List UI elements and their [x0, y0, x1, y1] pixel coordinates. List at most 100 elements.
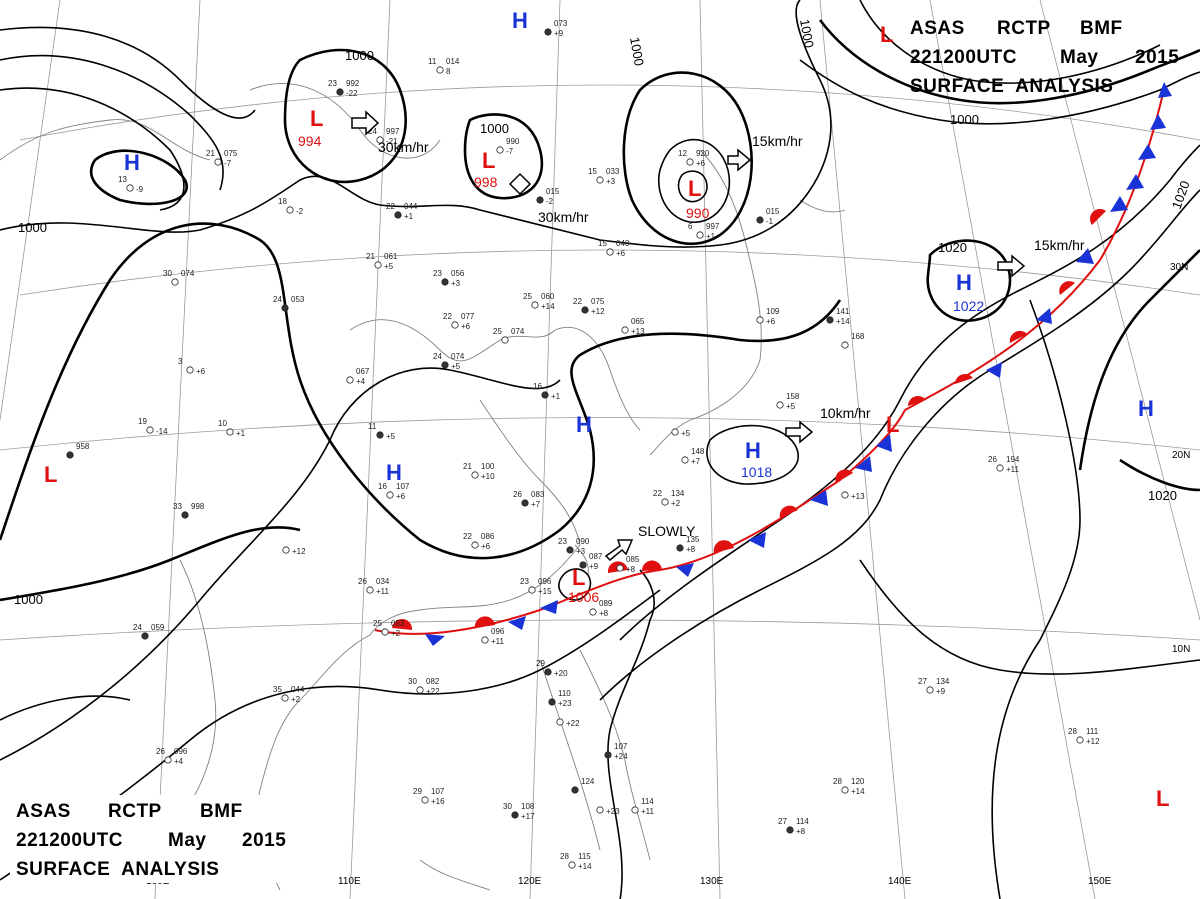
station-pressure: 060	[541, 292, 555, 301]
isobar	[619, 144, 1200, 641]
station-pressure: 111	[1086, 727, 1099, 736]
isobar	[799, 59, 1200, 125]
low-center-symbol: L	[886, 412, 899, 437]
header-bottom-bg	[10, 795, 300, 883]
station-plot: 29 +20	[536, 659, 568, 678]
station-pressure: 107	[396, 482, 410, 491]
movement-speed-label: 30km/hr	[378, 139, 429, 155]
station-tendency: +3	[576, 547, 586, 556]
isobar-1000-southwest	[0, 526, 301, 602]
cold-front-marker	[748, 532, 766, 548]
coastline-kuril	[799, 199, 846, 213]
station-pressure: 075	[591, 297, 605, 306]
high-center-symbol: H	[745, 438, 761, 463]
station-cloud-icon	[386, 491, 394, 499]
station-tendency: -9	[136, 185, 144, 194]
station-cloud-icon	[441, 278, 449, 286]
station-plot: 23 090+3	[558, 537, 590, 556]
station-pressure: 158	[786, 392, 800, 401]
station-cloud-icon	[366, 586, 374, 594]
isobar-label: 1000	[480, 121, 509, 136]
station-cloud-icon	[681, 456, 689, 464]
graticule-lon-130	[699, 0, 721, 899]
coastline-china-south	[369, 544, 581, 636]
station-pressure: 014	[446, 57, 460, 66]
station-pressure: 087	[589, 552, 603, 561]
station-plot: 30 108+17	[503, 802, 535, 821]
station-temperature: 27	[778, 817, 787, 826]
station-tendency: +8	[599, 609, 609, 618]
station-cloud-icon	[544, 668, 552, 676]
graticule-lon-140	[819, 0, 906, 899]
coastline-mongolia	[249, 83, 441, 159]
isobar	[0, 26, 256, 119]
station-temperature: 13	[118, 175, 127, 184]
station-temperature: 3	[178, 357, 183, 366]
isobar-1000-low990	[622, 71, 753, 246]
station-temperature: 11	[428, 57, 437, 66]
station-cloud-icon	[66, 451, 74, 459]
warm-front-marker	[835, 469, 853, 483]
station-plot: 23 056+3	[433, 269, 465, 288]
isobar-1000-west	[89, 149, 188, 206]
station-cloud-icon	[661, 498, 669, 506]
station-pressure: 077	[461, 312, 475, 321]
coastline-korea	[554, 326, 641, 431]
header-product: ASAS	[910, 18, 965, 39]
station-plot: 23 096+15	[520, 577, 552, 596]
station-pressure: 115	[578, 852, 591, 861]
station-cloud-icon	[531, 301, 539, 309]
station-temperature: 22	[573, 297, 582, 306]
isobar-label: 1020	[938, 240, 967, 255]
station-cloud-icon	[436, 66, 444, 74]
station-plot: 33 998	[173, 502, 205, 519]
station-cloud-icon	[381, 628, 389, 636]
station-cloud-icon	[471, 541, 479, 549]
station-plot: 24 074+5	[433, 352, 465, 371]
station-plot: 015-2	[536, 187, 560, 206]
station-temperature: 16	[533, 382, 542, 391]
station-pressure: 086	[481, 532, 495, 541]
high-center-symbol: H	[386, 460, 402, 485]
station-cloud-icon	[544, 28, 552, 36]
station-cloud-icon	[1076, 736, 1084, 744]
cold-front-marker	[1150, 114, 1166, 130]
station-plot: +22	[556, 718, 580, 728]
warm-front-marker	[1059, 281, 1075, 295]
station-temperature: 29	[413, 787, 422, 796]
warm-front-marker	[641, 560, 662, 571]
station-pressure: 075	[224, 149, 238, 158]
station-temperature: 25	[523, 292, 532, 301]
station-plot: 21 061+5	[366, 252, 398, 271]
station-plot: +5	[671, 428, 691, 438]
station-pressure: 089	[599, 599, 613, 608]
station-tendency: +7	[531, 500, 541, 509]
header-bottom-left: ASAS RCTP BMF 221200UTC May 2015 SURFACE…	[10, 795, 300, 883]
station-cloud-icon	[621, 326, 629, 334]
station-plot: 25 074	[493, 327, 525, 344]
station-tendency: -2	[296, 207, 304, 216]
movement-diamond-icon	[508, 172, 532, 196]
graticule-lat-30	[19, 249, 1200, 296]
station-plot: 29 107+16	[413, 787, 445, 806]
cold-front-marker	[876, 434, 892, 452]
station-pressure: 040	[616, 239, 630, 248]
station-pressure: 990	[506, 137, 520, 146]
station-temperature: 30	[408, 677, 417, 686]
station-cloud-icon	[394, 211, 402, 219]
station-cloud-icon	[186, 366, 194, 374]
station-plot: 110+23	[548, 689, 572, 708]
station-cloud-icon	[841, 341, 849, 349]
station-tendency: +9	[936, 687, 946, 696]
station-pressure: 053	[391, 619, 405, 628]
station-cloud-icon	[496, 146, 504, 154]
station-temperature: 26	[988, 455, 997, 464]
coastline-japan	[649, 149, 762, 456]
station-tendency: +14	[851, 787, 865, 796]
station-temperature: 6	[688, 222, 693, 231]
station-cloud-icon	[164, 756, 172, 764]
station-pressure: 100	[481, 462, 495, 471]
coastline-taiwan	[574, 544, 589, 576]
movement-speed-label: 30km/hr	[538, 209, 589, 225]
